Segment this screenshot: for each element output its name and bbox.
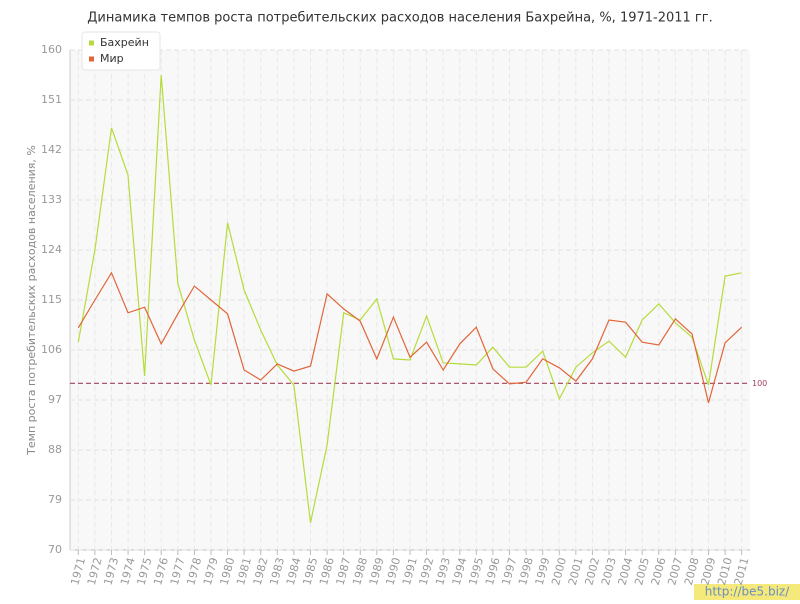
reference-label: 100 — [752, 379, 767, 388]
legend-label: Мир — [100, 52, 124, 65]
legend-swatch — [89, 56, 94, 62]
marks — [70, 74, 750, 523]
y-tick-label: 97 — [48, 393, 62, 406]
y-tick-label: 88 — [48, 443, 62, 456]
y-tick-label: 115 — [41, 293, 62, 306]
y-tick-label: 79 — [48, 493, 62, 506]
series-line — [77, 74, 742, 523]
y-tick-label: 70 — [48, 543, 62, 556]
legend-box — [81, 31, 161, 71]
legend-label: Бахрейн — [100, 36, 149, 49]
chart-title: Динамика темпов роста потребительских ра… — [87, 11, 712, 26]
watermark-bg — [694, 584, 800, 600]
y-tick-label: 106 — [41, 343, 62, 356]
watermark: http://be5.biz/ — [705, 585, 790, 599]
y-axis-label: Темп роста потребительских расходов насе… — [25, 145, 38, 456]
x-tick-label: 2011 — [732, 556, 752, 586]
y-tick-label: 133 — [41, 193, 62, 206]
series-line — [77, 271, 743, 403]
y-tick-label: 142 — [41, 143, 62, 156]
legend-swatch — [89, 40, 94, 46]
y-tick-label: 151 — [41, 93, 62, 106]
legend: Бахрейн Мир — [81, 31, 161, 71]
y-tick-label: 160 — [41, 43, 62, 56]
y-tick-label: 124 — [41, 243, 62, 256]
